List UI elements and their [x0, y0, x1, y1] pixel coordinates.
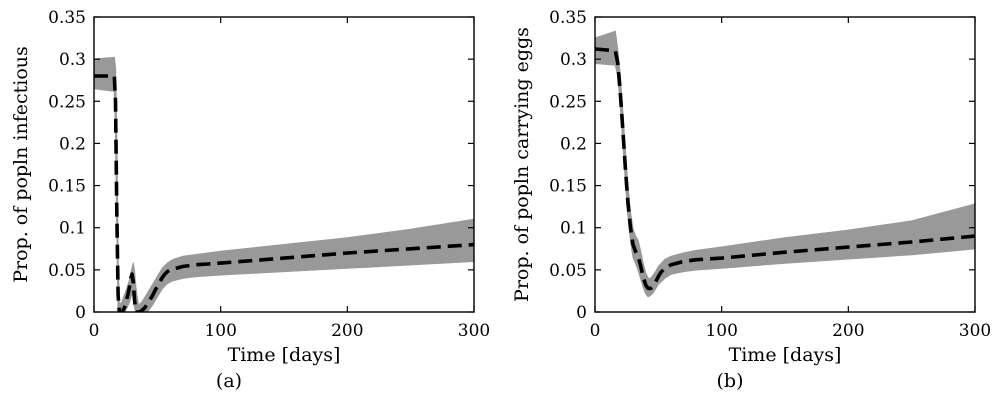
- panel-b: 0 100 200 300 0 0.05 0.1 0.15 0.2 0.25 0.3 0.35 Tim…: [511, 8, 991, 392]
- simulation-band-b: [595, 30, 975, 298]
- x-tick-label: 0: [89, 321, 100, 341]
- mean-dashed-line-a: [94, 74, 474, 312]
- x-tick-label: 100: [705, 321, 737, 341]
- axes-frame-b: [594, 16, 976, 313]
- caption-b: (b): [717, 370, 744, 392]
- y-tick-label: 0.1: [59, 219, 86, 239]
- y-tick-label: 0.3: [59, 50, 86, 70]
- x-tick-label: 300: [458, 321, 490, 341]
- y-tick-label: 0.3: [560, 50, 587, 70]
- x-tick-label: 0: [590, 321, 601, 341]
- y-tick-label: 0.15: [549, 177, 587, 197]
- y-tick-label: 0.35: [549, 8, 587, 28]
- plot-area-a: [94, 56, 474, 312]
- x-tick-label: 200: [832, 321, 864, 341]
- y-tick-label: 0.15: [48, 177, 86, 197]
- mean-dashed-line-b: [595, 47, 975, 291]
- y-tick-label: 0.25: [549, 92, 587, 112]
- x-axis-label-a: Time [days]: [228, 344, 341, 366]
- x-axis-label-b: Time [days]: [729, 344, 842, 366]
- ticks-b: 0 100 200 300 0 0.05 0.1 0.15 0.2 0.25 0.3 0.35: [549, 8, 991, 341]
- simulation-band-a: [94, 56, 474, 312]
- caption-a: (a): [216, 370, 242, 392]
- ticks-a: 0 100 200 300 0 0.05 0.1 0.15 0.2 0.25 0.3 0.35: [48, 8, 490, 341]
- y-tick-label: 0.2: [560, 134, 587, 154]
- panel-a: 0 100 200 300 0 0.05 0.1 0.15 0.2 0.25 0.3 0.35 Tim…: [10, 8, 490, 392]
- x-tick-label: 200: [331, 321, 363, 341]
- y-tick-label: 0.05: [549, 261, 587, 281]
- y-tick-label: 0.05: [48, 261, 86, 281]
- y-axis-label-b: Prop. of popln carrying eggs: [511, 27, 533, 302]
- plot-area-b: [595, 30, 975, 298]
- y-tick-label: 0.1: [560, 219, 587, 239]
- y-tick-label: 0.35: [48, 8, 86, 28]
- x-tick-label: 100: [204, 321, 236, 341]
- x-tick-label: 300: [959, 321, 991, 341]
- y-tick-label: 0.25: [48, 92, 86, 112]
- y-axis-label-a: Prop. of popln infectious: [10, 46, 32, 283]
- y-tick-label: 0: [75, 303, 86, 323]
- axes-frame-a: [93, 16, 475, 313]
- y-tick-label: 0: [576, 303, 587, 323]
- y-tick-label: 0.2: [59, 134, 86, 154]
